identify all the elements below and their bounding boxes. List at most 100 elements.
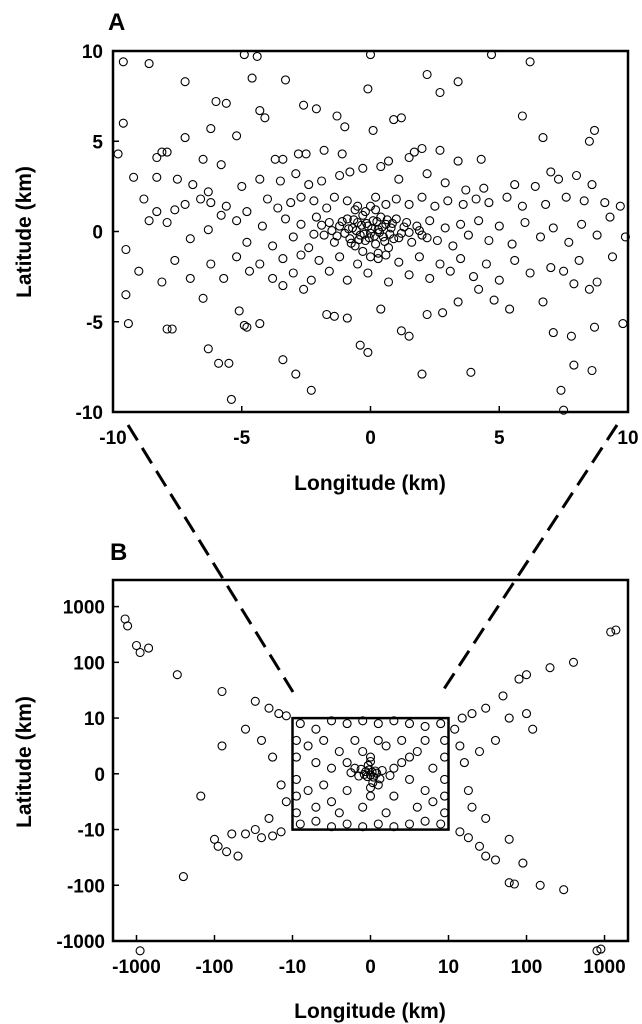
data-point [180, 199, 190, 209]
data-point [618, 319, 628, 329]
data-point [474, 746, 485, 757]
data-point [317, 176, 327, 186]
data-point [569, 360, 579, 370]
data-point [250, 696, 260, 706]
data-point [260, 113, 270, 123]
data-point [327, 226, 337, 236]
data-point [453, 297, 463, 307]
data-point [402, 217, 412, 228]
data-point [484, 198, 494, 208]
data-point [568, 657, 579, 667]
data-point [394, 257, 404, 267]
data-point [162, 217, 172, 228]
data-point [525, 268, 535, 278]
data-point [273, 203, 283, 213]
data-point [335, 252, 345, 262]
data-point [412, 221, 422, 231]
data-point [288, 232, 298, 242]
data-point [167, 324, 177, 334]
data-point [363, 347, 373, 357]
x-tick-label: 100 [511, 957, 543, 978]
panel-b-x-ticks: -1000 -100 -10 0 10 100 1000 [112, 935, 626, 978]
y-tick-label: -5 [86, 313, 103, 334]
x-tick-label: 0 [365, 428, 376, 449]
data-point [268, 273, 278, 283]
data-point [546, 167, 556, 177]
data-point [242, 207, 252, 217]
data-point [213, 841, 223, 851]
data-point [404, 270, 414, 280]
data-point [324, 217, 334, 228]
data-point [463, 785, 473, 796]
data-point [381, 199, 391, 209]
data-point [509, 879, 519, 889]
y-tick-label: 1000 [63, 598, 105, 619]
data-point [309, 229, 319, 239]
data-point [299, 100, 309, 110]
data-point [264, 703, 274, 713]
data-point [134, 266, 144, 276]
data-point [456, 254, 466, 264]
data-point [232, 131, 242, 141]
data-point [346, 238, 356, 248]
data-point [466, 367, 476, 377]
data-point [373, 254, 383, 264]
data-point [584, 284, 594, 294]
y-tick-label: 100 [73, 653, 105, 674]
data-point [221, 98, 231, 108]
data-point [314, 255, 324, 265]
y-tick-label: -100 [67, 876, 105, 897]
data-point [280, 214, 291, 224]
data-point [196, 791, 206, 801]
data-point [242, 322, 252, 332]
data-point [185, 273, 195, 283]
data-point [396, 113, 406, 123]
data-point [510, 180, 520, 190]
data-point [281, 797, 291, 807]
data-point [296, 192, 306, 202]
data-point [350, 735, 360, 745]
data-point [404, 719, 415, 729]
data-point [306, 275, 316, 285]
data-point [600, 198, 610, 208]
data-point [332, 111, 342, 121]
data-point [587, 365, 597, 376]
data-point [394, 233, 404, 243]
x-tick-label: -1000 [112, 957, 161, 978]
data-point [237, 181, 247, 191]
data-point [295, 719, 305, 729]
data-point [518, 858, 528, 868]
data-point [389, 716, 399, 726]
data-point [417, 143, 427, 154]
data-point [170, 205, 180, 215]
data-point [397, 758, 407, 768]
data-point [481, 259, 491, 269]
data-point [293, 149, 303, 159]
data-point [445, 266, 455, 276]
data-point [180, 77, 190, 87]
data-point [344, 224, 354, 234]
data-point [362, 218, 372, 228]
data-point [233, 851, 243, 861]
data-point [301, 149, 311, 159]
data-point [471, 194, 481, 204]
data-point [417, 369, 427, 379]
data-point [474, 284, 484, 294]
data-point [615, 201, 625, 211]
data-point [589, 125, 600, 135]
data-point [244, 266, 255, 276]
data-point [606, 627, 616, 637]
data-point [517, 111, 527, 121]
data-point [620, 232, 630, 242]
data-point [255, 319, 265, 329]
data-point [374, 227, 385, 237]
data-point [385, 770, 395, 781]
data-point [517, 201, 527, 211]
panel-b-frame [111, 578, 630, 943]
y-tick-label: -10 [76, 403, 103, 424]
data-point [436, 819, 446, 829]
data-point [311, 724, 321, 734]
data-point [227, 829, 237, 839]
data-point [435, 259, 445, 269]
data-point [577, 219, 587, 229]
